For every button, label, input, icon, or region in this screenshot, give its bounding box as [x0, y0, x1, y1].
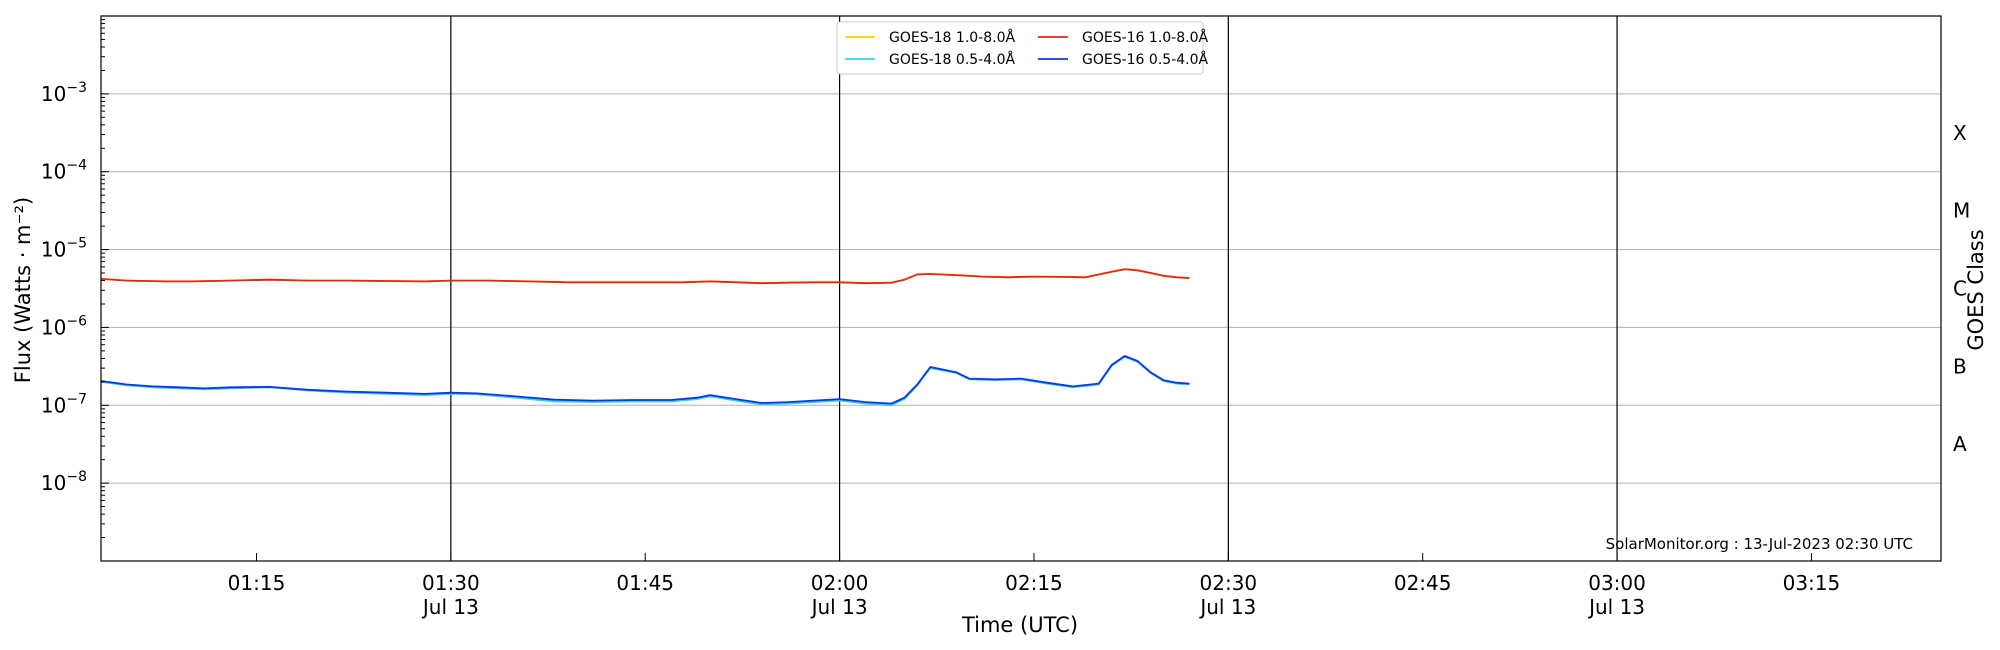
y-tick-label: 10−8 — [41, 469, 87, 495]
legend-entry-label: GOES-16 1.0-8.0Å — [1082, 29, 1208, 46]
legend: GOES-18 1.0-8.0Å GOES-18 0.5-4.0Å GOES-16 … — [836, 21, 1208, 75]
goes-class-label: B — [1953, 354, 1967, 378]
y-tick-label: 10−5 — [41, 236, 87, 262]
legend-entry-label: GOES-18 1.0-8.0Å — [889, 29, 1015, 46]
series-line-1 — [100, 268, 1190, 285]
grid-layer — [101, 93, 1941, 484]
x-tick-label: 01:15 — [228, 571, 286, 595]
x-tick-label: 03:15 — [1783, 571, 1841, 595]
y-tick-base: 10 — [41, 160, 66, 184]
x-tick-date-label: Jul 13 — [810, 595, 868, 619]
vertical-lines — [450, 16, 1618, 561]
x-tick-label: 01:30 — [422, 571, 480, 595]
series-layer — [100, 268, 1190, 407]
y-tick-exponent: −4 — [66, 158, 87, 174]
legend-box — [836, 21, 1204, 75]
x-tick-label: 02:00 — [811, 571, 869, 595]
credit-text: SolarMonitor.org : 13-Jul-2023 02:30 UTC — [1606, 535, 1913, 553]
y-tick-exponent: −3 — [66, 80, 87, 96]
goes-class-axis-label: GOES Class — [1964, 229, 1988, 350]
series-line-3 — [100, 355, 1190, 405]
y-tick-label: 10−3 — [41, 80, 87, 106]
y-tick-base: 10 — [41, 393, 66, 417]
y-tick-label: 10−6 — [41, 313, 87, 339]
goes-class-label: A — [1953, 432, 1967, 456]
x-tick-date-label: Jul 13 — [1198, 595, 1256, 619]
y-tick-exponent: −7 — [66, 391, 87, 407]
series-line-2 — [100, 355, 1190, 407]
y-tick-label: 10−4 — [41, 158, 87, 184]
x-tick-label: 02:15 — [1005, 571, 1063, 595]
y-tick-exponent: −8 — [66, 469, 87, 485]
plot-frame — [100, 15, 1942, 562]
legend-entry-label: GOES-18 0.5-4.0Å — [889, 51, 1015, 68]
y-axis-label: Flux (Watts · m⁻²) — [11, 197, 35, 383]
goes-class-label: X — [1953, 121, 1967, 145]
y-tick-exponent: −5 — [66, 236, 87, 252]
y-tick-base: 10 — [41, 315, 66, 339]
x-tick-label: 01:45 — [616, 571, 674, 595]
y-tick-base: 10 — [41, 82, 66, 106]
x-tick-label: 02:30 — [1200, 571, 1258, 595]
y-tick-base: 10 — [41, 238, 66, 262]
y-tick-base: 10 — [41, 471, 66, 495]
y-tick-label: 10−7 — [41, 391, 87, 417]
x-tick-date-label: Jul 13 — [1587, 595, 1645, 619]
x-tick-label: 03:00 — [1588, 571, 1646, 595]
x-tick-label: 02:45 — [1394, 571, 1452, 595]
goes-class-label: C — [1953, 277, 1967, 301]
x-axis-label: Time (UTC) — [961, 613, 1078, 637]
x-tick-date-label: Jul 13 — [421, 595, 479, 619]
goes-class-label: M — [1953, 199, 1970, 223]
y-tick-exponent: −6 — [66, 313, 87, 329]
legend-entry-label: GOES-16 0.5-4.0Å — [1082, 51, 1208, 68]
